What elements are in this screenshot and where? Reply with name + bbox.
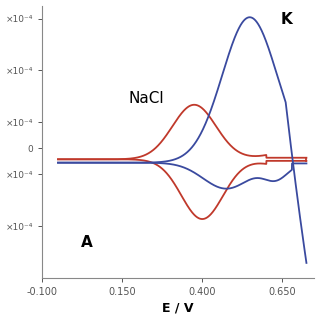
- Text: K: K: [281, 12, 292, 27]
- X-axis label: E / V: E / V: [163, 301, 194, 315]
- Text: A: A: [80, 235, 92, 250]
- Text: NaCl: NaCl: [129, 91, 164, 106]
